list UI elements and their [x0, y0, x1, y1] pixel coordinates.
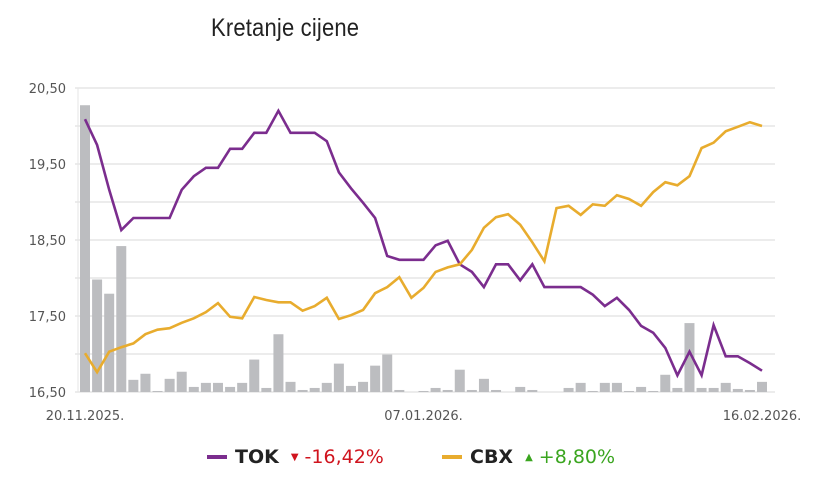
- volume-bar: [285, 381, 296, 392]
- volume-bar: [684, 323, 695, 392]
- volume-bar: [442, 389, 453, 392]
- volume-bar: [587, 390, 598, 392]
- tok-change: -16,42%: [304, 446, 384, 468]
- y-tick-label: 18,50: [29, 234, 66, 249]
- volume-bar: [116, 246, 127, 392]
- volume-bar: [515, 386, 526, 392]
- volume-bar: [744, 389, 755, 392]
- volume-bar: [140, 373, 151, 392]
- price-chart: 20,50 19,50 18,50 17,50 16,50 20.11.2025. 07.…: [29, 82, 802, 424]
- volume-bar: [152, 390, 163, 392]
- volume-bar: [696, 387, 707, 392]
- volume-bar: [575, 382, 586, 392]
- legend-item-cbx[interactable]: CBX ▲ +8,80%: [442, 446, 615, 468]
- volume-bar: [225, 386, 236, 392]
- x-tick-label: 20.11.2025.: [46, 409, 125, 424]
- volume-bar: [624, 390, 635, 392]
- volume-bar: [720, 382, 731, 392]
- volume-bar: [418, 390, 429, 392]
- series-line-cbx: [83, 120, 763, 375]
- volume-bar: [176, 371, 187, 392]
- x-tick-label: 07.01.2026.: [384, 409, 463, 424]
- volume-bar: [430, 387, 441, 392]
- tok-label: TOK: [235, 446, 279, 468]
- volume-bar: [732, 388, 743, 392]
- volume-bar: [80, 105, 90, 392]
- volume-bar: [212, 382, 223, 392]
- volume-bar: [672, 387, 683, 392]
- volume-bar: [370, 365, 381, 392]
- volume-bar: [454, 369, 465, 392]
- volume-bar: [188, 386, 199, 392]
- volume-bar: [491, 389, 502, 392]
- volume-bar: [527, 389, 538, 392]
- volume-bar: [164, 378, 175, 392]
- y-tick-label: 19,50: [29, 158, 66, 173]
- volume-bar: [757, 381, 767, 392]
- volume-bar: [92, 279, 103, 392]
- volume-bar: [636, 386, 647, 392]
- cbx-swatch: [442, 455, 462, 459]
- up-arrow-icon: ▲: [525, 451, 533, 463]
- cbx-label: CBX: [470, 446, 514, 468]
- volume-bar: [382, 354, 393, 392]
- y-tick-label: 20,50: [29, 82, 66, 97]
- chart-title: Kretanje cijene: [211, 14, 360, 42]
- volume-bar: [358, 381, 369, 392]
- volume-bar: [261, 387, 272, 392]
- volume-bar: [466, 389, 477, 392]
- tok-swatch: [207, 455, 227, 459]
- volume-bar: [104, 293, 115, 392]
- volume-bar: [321, 382, 332, 392]
- volume-bar: [611, 382, 622, 392]
- volume-bar: [478, 378, 489, 392]
- volume-bar: [599, 382, 610, 392]
- volume-bar: [237, 382, 248, 392]
- volume-bar: [563, 387, 574, 392]
- legend-item-tok[interactable]: TOK ▼ -16,42%: [207, 446, 384, 468]
- volume-bar: [309, 387, 320, 392]
- cbx-change: +8,80%: [538, 446, 616, 468]
- volume-bar: [200, 382, 211, 392]
- y-tick-label: 17,50: [29, 310, 66, 325]
- down-arrow-icon: ▼: [290, 451, 299, 463]
- volume-bar: [273, 334, 284, 392]
- volume-bar: [297, 389, 308, 392]
- volume-bar: [128, 379, 139, 392]
- volume-bar: [648, 390, 659, 392]
- volume-bar: [394, 389, 405, 392]
- x-tick-label: 16.02.2026.: [723, 409, 802, 424]
- volume-bar: [660, 374, 671, 392]
- volume-bar: [708, 387, 719, 392]
- y-tick-label: 16,50: [29, 386, 66, 401]
- volume-bar: [333, 363, 344, 392]
- volume-bar: [345, 385, 356, 392]
- volume-bar: [249, 359, 260, 392]
- series-line-tok: [83, 108, 763, 380]
